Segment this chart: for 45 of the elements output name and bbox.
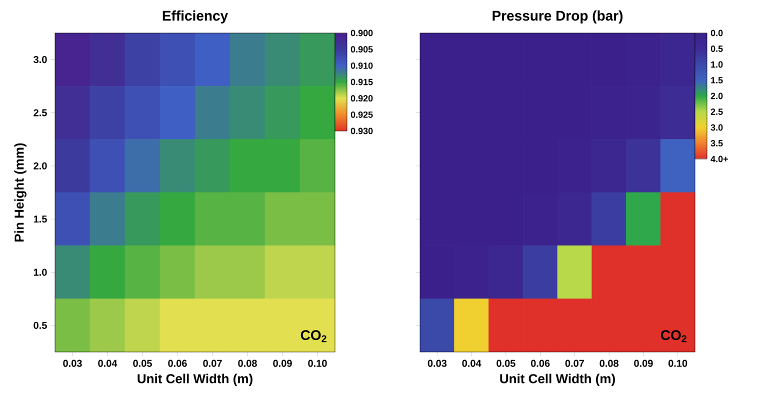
color-bar-label: 1.5 [711,77,723,84]
x-tick-label: 0.04 [462,360,482,367]
color-bar-label: 0.920 [350,95,373,102]
y-tick-label: 1.5 [34,216,47,223]
color-bar-label: 0.925 [350,111,373,118]
x-tick-label: 0.03 [428,360,447,367]
color-bar-label: 0.915 [350,78,373,86]
chart-title: Efficiency [162,10,228,24]
color-bar-label: 0.930 [350,128,373,134]
y-tick-label: 3.0 [34,56,47,64]
color-bar-label: 4.0+ [710,156,728,162]
x-tick-label: 0.04 [98,360,118,367]
y-tick-label: 2.5 [34,109,47,116]
x-tick-label: 0.09 [273,360,292,367]
y-tick-label: 1.0 [34,268,47,276]
x-tick-label: 0.08 [600,360,618,367]
y-axis-title: Pin Height (mm) [14,143,26,242]
color-bar-label: 3.5 [710,140,723,146]
x-axis-title: Unit Cell Width (m) [138,374,252,386]
color-bar-label: 2.0 [710,92,723,100]
x-tick-label: 0.06 [168,360,187,367]
color-bar-label: 3.0 [710,124,723,131]
annotation: CO$_{2}$ [300,330,326,342]
x-tick-label: 0.07 [203,360,222,367]
x-tick-label: 0.06 [530,360,550,367]
annotation: CO$_{2}$ [660,330,686,342]
x-tick-label: 0.10 [308,360,327,367]
color-bar-label: 0.910 [350,62,373,69]
x-axis-title: Unit Cell Width (m) [500,374,615,386]
x-tick-label: 0.08 [238,360,257,367]
color-bar-label: 1.0 [711,61,723,68]
x-tick-label: 0.03 [63,360,82,367]
color-bar-label: 0.0 [710,30,723,36]
chart-title: Pressure Drop (bar) [492,10,623,24]
color-bar-label: 0.900 [350,30,373,36]
y-tick-label: 2.0 [34,162,47,170]
x-tick-label: 0.05 [133,360,152,367]
x-tick-label: 0.07 [565,360,584,367]
x-tick-label: 0.10 [668,360,688,367]
color-bar-label: 0.905 [350,46,373,53]
x-tick-label: 0.09 [634,360,653,367]
x-tick-label: 0.05 [496,360,516,367]
y-tick-label: 0.5 [34,322,47,329]
color-bar-label: 2.5 [710,108,723,115]
color-bar-label: 0.5 [710,46,723,52]
